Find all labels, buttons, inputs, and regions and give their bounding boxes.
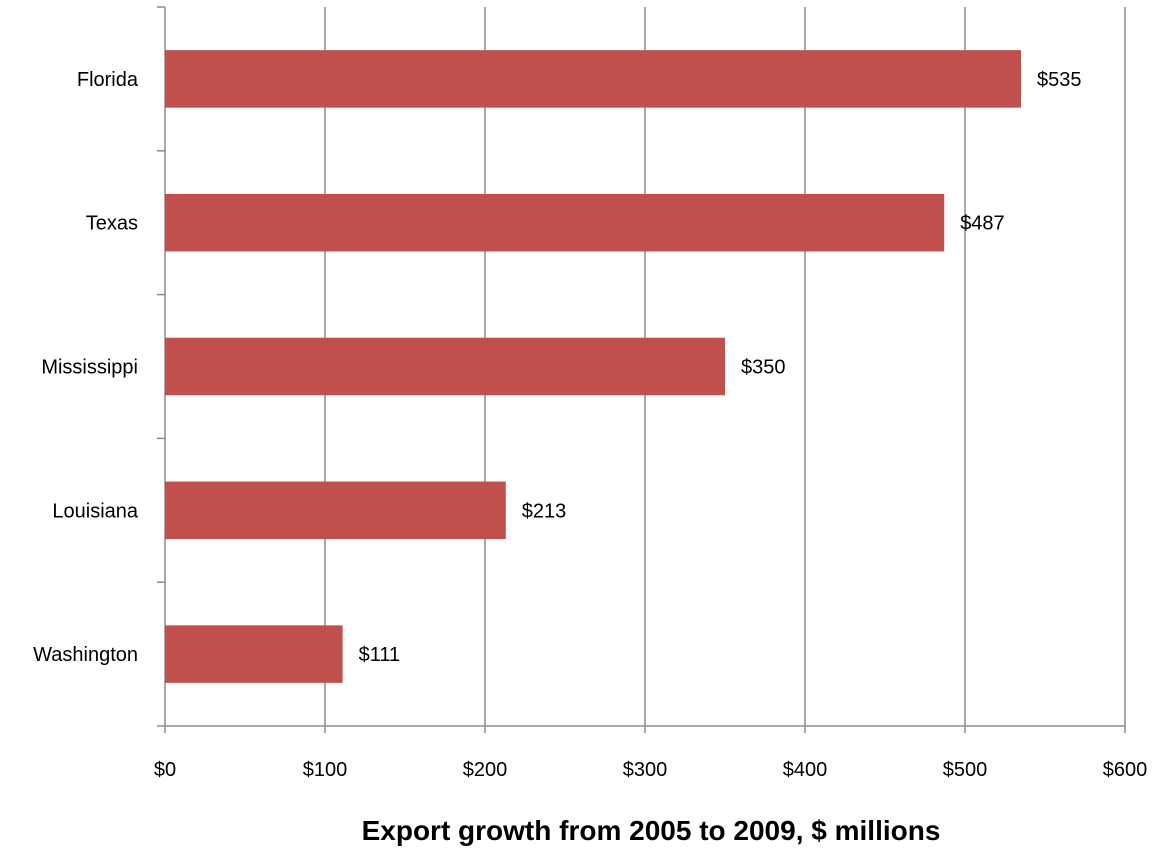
data-label: $213 <box>522 500 567 522</box>
x-axis-title: Export growth from 2005 to 2009, $ milli… <box>362 815 941 846</box>
category-label: Texas <box>86 213 138 235</box>
category-label: Washington <box>33 644 138 666</box>
data-label: $350 <box>741 357 786 379</box>
data-label: $535 <box>1037 69 1082 91</box>
category-label: Louisiana <box>52 500 139 522</box>
data-label: $111 <box>359 644 401 666</box>
labels: $0 $100 $200 $300 $400 $500 $600 Florida $535 Tex… <box>33 69 1147 781</box>
x-tick-label: $400 <box>783 759 828 781</box>
x-tick-label: $300 <box>623 759 668 781</box>
data-label: $487 <box>960 213 1005 235</box>
bar-mississippi <box>165 337 725 396</box>
bar-louisiana <box>165 481 506 540</box>
x-tick-label: $100 <box>303 759 348 781</box>
bar-washington <box>165 625 343 683</box>
x-tick-label: $500 <box>943 759 988 781</box>
category-label: Florida <box>77 69 139 91</box>
category-label: Mississippi <box>41 357 138 379</box>
bar-texas <box>165 193 945 252</box>
x-tick-label: $0 <box>154 759 176 781</box>
bar-florida <box>165 50 1021 108</box>
x-tick-label: $600 <box>1103 759 1148 781</box>
bars <box>165 50 1021 683</box>
x-tick-label: $200 <box>463 759 508 781</box>
